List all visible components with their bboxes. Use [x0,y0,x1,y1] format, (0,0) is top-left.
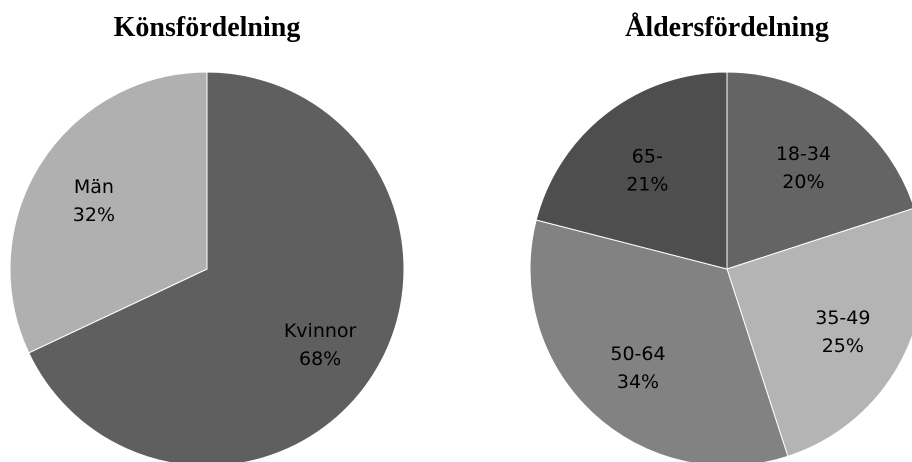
pie-gender: Kvinnor 68% Män 32% [9,71,405,462]
pie-age: 18-34 20%35-49 25%50-64 34%65-21% [529,71,912,462]
slice-category-label: 18-34 [776,143,831,165]
pie-slice-m-n [9,71,208,354]
slice-percent-label: 34% [617,371,659,393]
slice-percent-label: 20% [782,171,824,193]
pie-slice-65 [535,71,728,270]
slice-percent-label: 21% [626,173,668,195]
slice-category-label: Män [74,176,114,198]
slice-label: 18-34 20% [776,143,831,193]
slice-category-label: 35-49 [815,307,870,329]
chart-title-gender: Könsfördelning [113,12,301,43]
slice-percent-label: 32% [73,204,115,226]
slice-percent-label: 68% [299,348,341,370]
slice-label: 50-64 34% [610,343,665,393]
slice-label: Män 32% [73,176,115,226]
slice-category-label: Kvinnor [284,320,357,342]
chart-title-age: Åldersfördelning [625,12,829,43]
slice-category-label: 65- [632,145,663,167]
slice-label: Kvinnor 68% [284,320,357,370]
pie-slice-kvinnor [28,71,405,462]
pie-slice-18-34 [726,71,912,270]
slice-category-label: 50-64 [610,343,665,365]
slice-label: 35-49 25% [815,307,870,357]
slice-label: 65-21% [626,145,668,195]
pie-slice-35-49 [726,208,912,457]
slice-percent-label: 25% [822,335,864,357]
pie-slice-50-64 [529,219,789,462]
